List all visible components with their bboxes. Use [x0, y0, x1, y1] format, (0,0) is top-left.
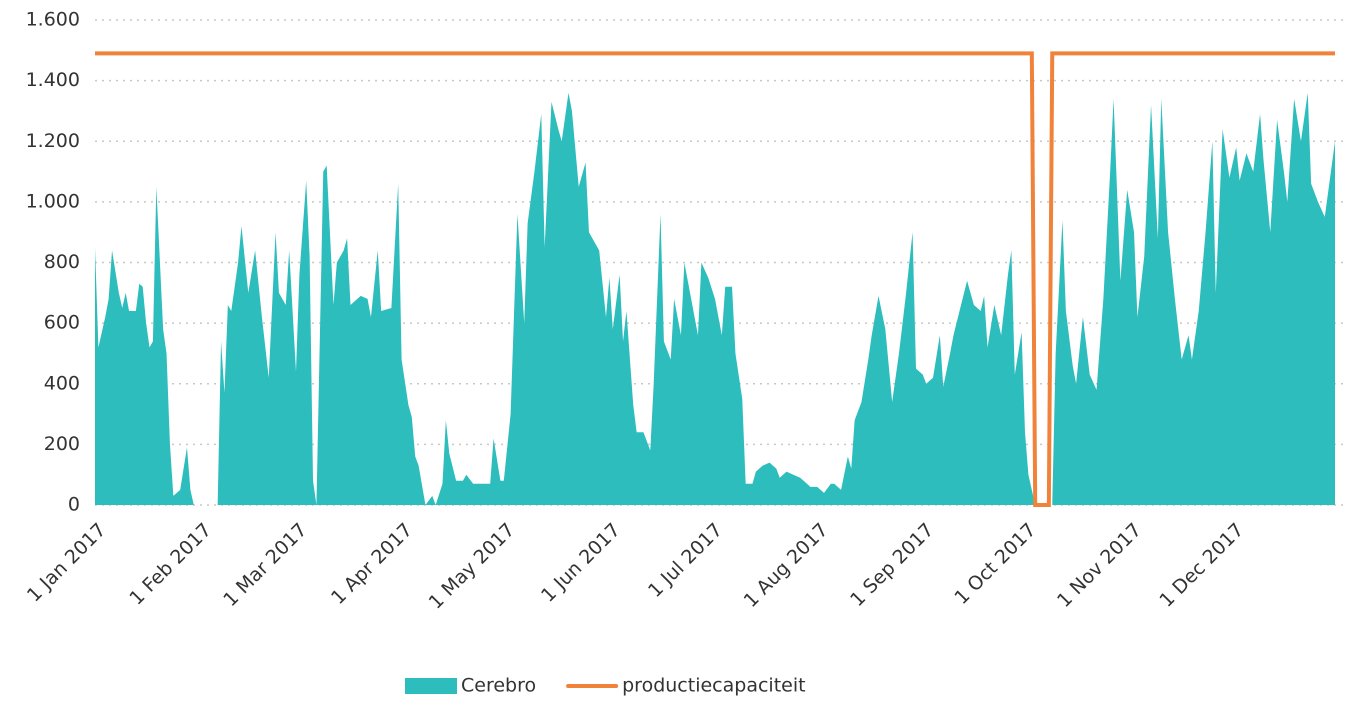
- area: [95, 92, 1335, 505]
- x-tick-label: 1 May 2017: [425, 519, 520, 614]
- x-tick-label: 1 Nov 2017: [1053, 519, 1146, 612]
- y-tick-label: 400: [44, 372, 80, 394]
- y-tick-label: 800: [44, 251, 80, 273]
- legend-label: productiecapaciteit: [622, 675, 805, 697]
- y-tick-label: 0: [68, 494, 80, 516]
- y-tick-label: 1.400: [26, 69, 80, 91]
- x-tick-label: 1 Feb 2017: [125, 519, 216, 610]
- x-tick-label: 1 Sep 2017: [846, 519, 938, 611]
- y-tick-label: 1.200: [26, 130, 80, 152]
- x-tick-label: 1 Oct 2017: [950, 519, 1040, 609]
- x-tick-label: 1 Jul 2017: [644, 519, 727, 602]
- x-tick-label: 1 Jan 2017: [23, 519, 111, 607]
- x-tick-label: 1 Dec 2017: [1155, 519, 1248, 612]
- legend-swatch: [405, 678, 457, 694]
- x-tick-label: 1 Jun 2017: [537, 519, 625, 607]
- y-tick-label: 1.600: [26, 9, 80, 31]
- x-tick-label: 1 Apr 2017: [327, 519, 417, 609]
- y-tick-label: 200: [44, 433, 80, 455]
- legend-label: Cerebro: [461, 675, 536, 697]
- x-tick-label: 1 Aug 2017: [740, 519, 833, 612]
- y-tick-label: 600: [44, 312, 80, 334]
- y-tick-label: 1.000: [26, 190, 80, 212]
- x-tick-label: 1 Mar 2017: [219, 519, 311, 611]
- line: [95, 51, 1335, 507]
